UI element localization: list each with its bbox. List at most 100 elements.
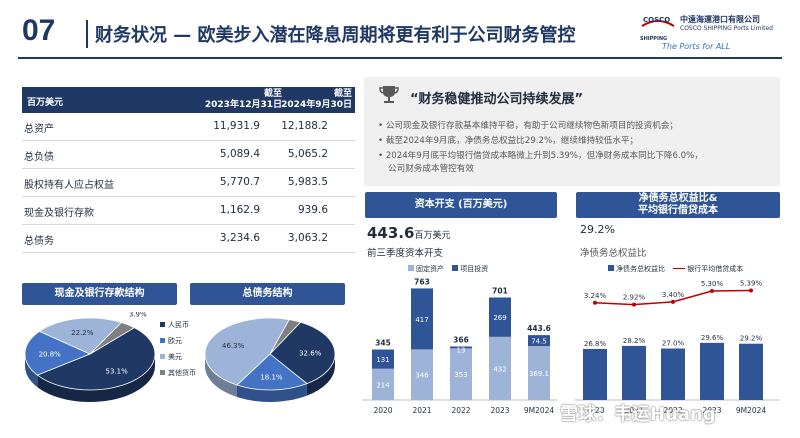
legend-label: 人民币 <box>168 321 189 329</box>
bullet-text: 公司现金及银行存款基本维持平稳，有助于公司继续物色新项目的投资机会； <box>385 121 679 131</box>
x-tick-label: 9M2024 <box>736 406 767 415</box>
pie-slice-side <box>236 383 307 402</box>
bar-total-label: 345 <box>375 339 391 348</box>
legend-swatch <box>452 265 459 271</box>
pie-slice-side <box>25 354 38 388</box>
bar-segment-label: 74.5 <box>531 338 547 346</box>
table-col-2024: 截至 2024年9月30日 <box>252 89 352 111</box>
ratio-bar <box>661 348 685 400</box>
header-divider <box>86 20 88 48</box>
table-col-2023: 截至 2023年12月31日 <box>182 89 282 111</box>
table-row-divider <box>22 252 355 253</box>
col-2023-line2: 2023年12月31日 <box>204 100 282 110</box>
legend-label: 美元 <box>168 353 182 361</box>
bar-segment-label: 432 <box>493 365 506 373</box>
capex-headline: 443.6百万美元 <box>367 223 450 242</box>
borrowing-cost-label: 3.40% <box>662 291 685 299</box>
x-tick-label: 2021 <box>624 406 643 415</box>
table-cell-2023: 5,770.7 <box>219 176 260 188</box>
capex-headline-value: 443.6 <box>367 224 415 242</box>
bar-segment <box>372 368 394 400</box>
bar-total-label: 701 <box>492 286 508 295</box>
ratio-bar-label: 27.0% <box>662 340 685 348</box>
x-tick-label: 2022 <box>663 406 682 415</box>
bar-segment-label: 131 <box>376 356 389 364</box>
bar-segment <box>411 349 433 400</box>
table-cell-2023: 3,234.6 <box>219 232 260 244</box>
table-cell-2023: 11,931.9 <box>213 120 260 132</box>
company-logo: COSCO SHIPPING 中遠海運港口有限公司 COSCO SHIPPING… <box>640 12 790 56</box>
pie-cash-header: 现金及银行存款结构 <box>22 283 177 305</box>
borrowing-cost-point <box>710 289 714 293</box>
pie-slice-label: 18.1% <box>260 373 283 381</box>
bar-segment <box>528 346 550 400</box>
pie-legend: 人民币 欧元 美元 其他货币 <box>160 320 196 384</box>
bullet-2: • 截至2024年9月底，净债务总权益比29.2%，继续维持较低水平； <box>378 136 639 146</box>
ratio-bar-label: 26.8% <box>584 340 607 348</box>
bar-segment <box>411 288 433 350</box>
page-title: 财务状况 — 欧美步入潜在降息周期将更有利于公司财务管控 <box>95 25 576 46</box>
legend-item-usd: 美元 <box>160 352 196 368</box>
bar-segment-label: 269 <box>493 314 506 322</box>
trophy-icon <box>379 86 399 103</box>
ratio-bar-label: 28.2% <box>623 337 646 345</box>
x-tick-label: 9M2024 <box>524 406 555 415</box>
legend-label: 净债务总权益比 <box>616 265 665 273</box>
pie-slice <box>24 330 92 376</box>
bar-segment <box>450 346 472 349</box>
bar-total-label: 763 <box>414 277 430 286</box>
legend-item-other: 其他货币 <box>160 368 196 384</box>
x-tick-label: 2020 <box>373 406 392 415</box>
bullet-text: 截至2024年9月底，净债务总权益比29.2%，继续维持较低水平； <box>385 136 639 146</box>
table-cell-2023: 1,162.9 <box>219 204 260 216</box>
pie-slice <box>38 317 123 355</box>
bar-segment <box>528 335 550 347</box>
capex-subtitle: 前三季度资本开支 <box>367 248 444 259</box>
quote-title: “财务稳健推动公司持续发展” <box>410 92 584 107</box>
borrowing-cost-label: 2.92% <box>623 294 646 302</box>
cosco-logo-icon <box>640 12 676 34</box>
bar-segment <box>372 349 394 369</box>
ratio-header-line2: 平均银行借贷成本 <box>638 205 718 216</box>
ratio-header-line1: 净债务总权益比& <box>638 193 718 204</box>
pie-slice-side <box>37 354 155 403</box>
col-2024-line1: 截至 <box>333 89 352 99</box>
pie-slice <box>204 317 290 386</box>
table-header: 百万美元 截至 2023年12月31日 截至 2024年9月30日 <box>22 87 355 113</box>
watermark: 雪球：韦运Huang <box>560 404 716 425</box>
bar-segment <box>450 348 472 400</box>
legend-item-rmb: 人民币 <box>160 320 196 336</box>
bullet-3-cont: 公司财务成本管控有效 <box>388 164 474 174</box>
table-cell-2023: 5,089.4 <box>219 148 260 160</box>
pie-slice <box>269 319 302 355</box>
pie-slice <box>89 322 136 355</box>
logo-brand-sub: SHIPPING <box>640 36 668 42</box>
ratio-subtitle: 净债务总权益比 <box>580 248 647 259</box>
table-cell-2024: 5,983.5 <box>287 176 328 188</box>
ratio-bar-label: 29.2% <box>740 335 763 343</box>
pie-chart-cash: 53.1% 20.8% 22.2% 3.9% <box>24 312 156 403</box>
ratio-bar <box>739 343 763 400</box>
quote-panel <box>364 77 780 186</box>
pie-slice-side <box>205 354 237 398</box>
col-2024-line2: 2024年9月30日 <box>281 100 352 110</box>
ratio-bar-line-chart: 26.8% 2020 28.2% 2021 27.0% 2022 29.6% 2023 29.2… <box>575 279 780 415</box>
ratio-bar <box>622 345 646 400</box>
table-row-divider <box>22 196 355 197</box>
legend-line <box>673 267 686 269</box>
x-tick-label: 2023 <box>702 406 721 415</box>
borrowing-cost-point <box>749 288 753 293</box>
table-row-divider <box>22 224 355 225</box>
pie-slice <box>36 327 156 391</box>
pie-slice-label: 46.3% <box>222 342 245 350</box>
bullet-text: 2024年9月底平均银行借贷成本略微上升到5.39%，但净财务成本同比下降6.0… <box>385 151 703 161</box>
col-2023-line1: 截至 <box>263 89 282 99</box>
bar-segment <box>489 297 511 337</box>
borrowing-cost-label: 5.30% <box>701 280 724 288</box>
logo-company-cn: 中遠海運港口有限公司 <box>680 15 760 24</box>
borrowing-cost-label: 3.24% <box>584 292 607 300</box>
ratio-bar-label: 29.6% <box>701 334 724 342</box>
ratio-bar <box>700 342 724 400</box>
pie-debt-header: 总债务结构 <box>190 283 345 305</box>
capex-header: 资本开支 (百万美元) <box>365 192 557 218</box>
